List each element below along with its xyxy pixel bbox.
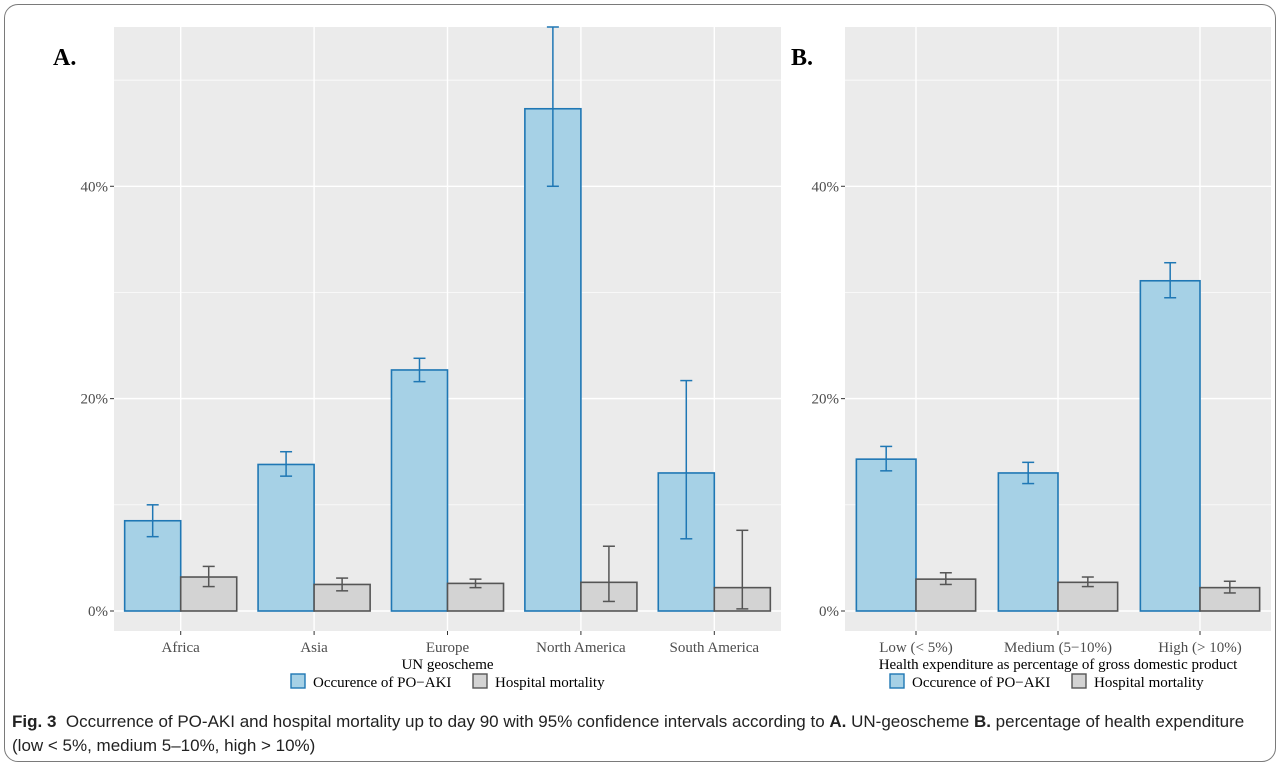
panel-a-bar-po-aki	[524, 107, 582, 612]
panel-b-errorbar-po-aki	[1022, 461, 1035, 485]
panel-a-errorbar-po-aki	[413, 357, 426, 383]
panel-a-errorbar-mortality	[469, 578, 482, 589]
panel-b-x-axis-title: Health expenditure as percentage of gros…	[879, 657, 1238, 673]
panel-b-y-tick-label: 20%	[812, 392, 840, 408]
panel-b-label: B.	[791, 45, 813, 71]
panel-a-bar-po-aki	[123, 519, 182, 612]
panel-a-errorbar-mortality	[602, 545, 615, 603]
panel-b-legend-label: Occurence of PO−AKI	[912, 675, 1050, 691]
panel-a-bar-mortality	[179, 576, 238, 612]
caption-fig-label: Fig. 3	[12, 712, 57, 731]
panel-a-x-tick-label: South America	[670, 640, 760, 656]
panel-a-legend-label: Occurence of PO−AKI	[313, 675, 451, 691]
panel-b-x-tick-label: Medium (5−10%)	[1004, 640, 1112, 656]
panel-a-legend-swatch	[290, 673, 306, 689]
caption-text-3: percentage of health expenditure (low < …	[12, 712, 1245, 755]
panel-a-errorbar-po-aki	[546, 26, 559, 188]
caption-bold-b: B.	[973, 712, 991, 731]
panel-a-errorbar-mortality	[336, 577, 349, 592]
panel-a-label: A.	[53, 45, 76, 71]
caption-bold-a: A.	[829, 712, 847, 731]
caption-text-1: Occurrence of PO-AKI and hospital mortal…	[65, 712, 830, 731]
panel-a-bar-po-aki	[390, 369, 449, 612]
panel-a-x-tick-label: Africa	[162, 640, 201, 656]
figure-frame: 0% 20% 40% Africa Asia Europe North America Sou…	[4, 4, 1276, 762]
figure-charts: 0% 20% 40% Africa Asia Europe North America Sou…	[53, 26, 1271, 691]
caption-text-2: UN-geoscheme	[846, 712, 974, 731]
panel-a-x-tick-label: Europe	[426, 640, 470, 656]
panel-a-y-tick-label: 40%	[81, 179, 109, 195]
panel-a-errorbar-po-aki	[680, 379, 693, 540]
panel-b-bar-po-aki	[855, 458, 917, 612]
panel-a-legend-label: Hospital mortality	[495, 675, 605, 691]
figure-caption: Fig. 3 Occurrence of PO-AKI and hospital…	[12, 710, 1262, 758]
panel-b-bar-po-aki	[997, 472, 1059, 612]
panel-a-x-tick-label: Asia	[300, 640, 328, 656]
panel-a-errorbar-po-aki	[280, 450, 293, 477]
panel-a-bar-po-aki	[257, 463, 315, 612]
panel-b-errorbar-mortality	[1223, 580, 1236, 594]
panel-b-x-tick-label: Low (< 5%)	[879, 640, 952, 656]
panel-b-y-tick-label: 0%	[819, 604, 839, 620]
panel-b-x-tick-label: High (> 10%)	[1158, 640, 1241, 656]
panel-b-errorbar-po-aki	[1164, 261, 1177, 299]
panel-b-errorbar-mortality	[939, 572, 952, 586]
panel-b-bar-po-aki	[1139, 279, 1201, 612]
panel-a-errorbar-mortality	[202, 565, 215, 588]
panel-a-x-axis-title: UN geoscheme	[401, 657, 493, 673]
panel-b-legend-label: Hospital mortality	[1094, 675, 1204, 691]
panel-a-x-tick-label: North America	[536, 640, 626, 656]
panel-b-errorbar-mortality	[1081, 576, 1094, 588]
panel-a-errorbar-mortality	[736, 529, 749, 610]
panel-a-errorbar-po-aki	[146, 504, 159, 538]
panel-b-legend-swatch	[889, 673, 905, 689]
panel-b-legend-swatch	[1071, 673, 1087, 689]
panel-a-y-tick-label: 0%	[88, 604, 108, 620]
panel-a-legend-swatch	[472, 673, 488, 689]
panel-a-y-tick-label: 20%	[81, 392, 109, 408]
panel-b-y-tick-label: 40%	[812, 179, 840, 195]
panel-b-errorbar-po-aki	[880, 445, 893, 472]
